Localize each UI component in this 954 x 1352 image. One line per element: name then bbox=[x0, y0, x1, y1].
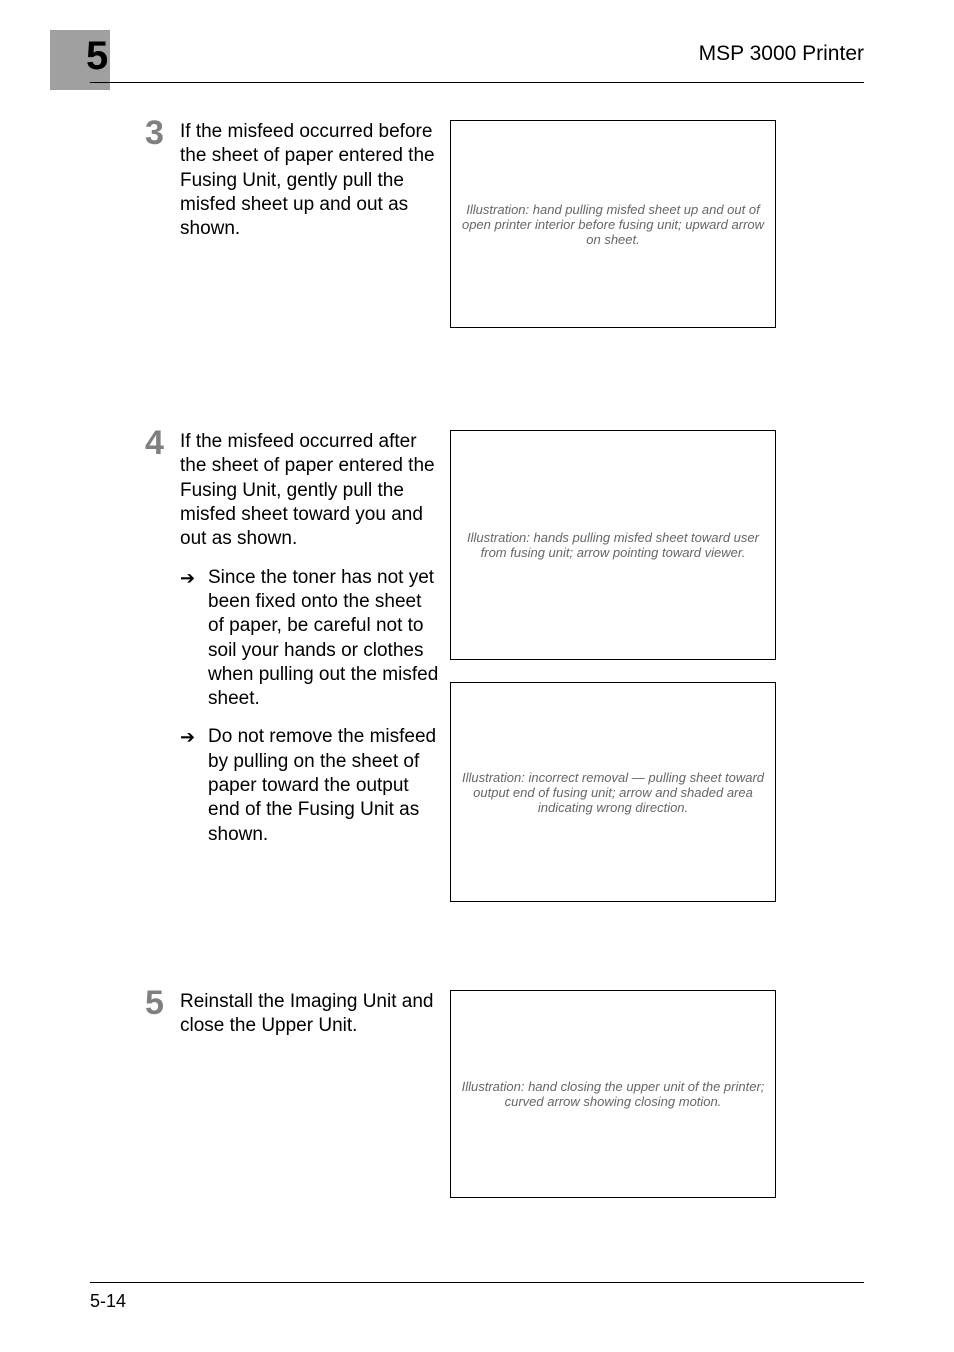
bullet-text: Since the toner has not yet been fixed o… bbox=[208, 567, 438, 710]
step-figures: Illustration: hands pulling misfed sheet… bbox=[450, 430, 776, 924]
step-figures: Illustration: hand closing the upper uni… bbox=[450, 990, 776, 1220]
figure: Illustration: hand pulling misfed sheet … bbox=[450, 120, 776, 328]
figure: Illustration: hand closing the upper uni… bbox=[450, 990, 776, 1198]
step-number: 5 bbox=[145, 984, 164, 1023]
bullet-text: Do not remove the misfeed by pulling on … bbox=[208, 726, 436, 844]
header-rule bbox=[90, 82, 864, 83]
bullet-item: Do not remove the misfeed by pulling on … bbox=[180, 725, 440, 847]
figure-alt: Illustration: hands pulling misfed sheet… bbox=[451, 522, 775, 568]
page: 5 MSP 3000 Printer 3 If the misfeed occu… bbox=[0, 0, 954, 1352]
step-paragraph: If the misfeed occurred before the sheet… bbox=[180, 120, 440, 242]
step-body: Reinstall the Imaging Unit and close the… bbox=[180, 990, 440, 1039]
step-number: 3 bbox=[145, 114, 164, 153]
bullet-item: Since the toner has not yet been fixed o… bbox=[180, 566, 440, 712]
page-header: 5 MSP 3000 Printer bbox=[90, 30, 864, 100]
step-number: 4 bbox=[145, 424, 164, 463]
content: 3 If the misfeed occurred before the she… bbox=[90, 120, 864, 1220]
step-3: 3 If the misfeed occurred before the she… bbox=[90, 120, 864, 380]
step-4: 4 If the misfeed occurred after the shee… bbox=[90, 430, 864, 940]
figure: Illustration: incorrect removal — pullin… bbox=[450, 682, 776, 902]
page-number: 5-14 bbox=[90, 1291, 864, 1312]
step-body: If the misfeed occurred before the sheet… bbox=[180, 120, 440, 242]
step-paragraph: Reinstall the Imaging Unit and close the… bbox=[180, 990, 440, 1039]
footer-rule bbox=[90, 1282, 864, 1283]
step-body: If the misfeed occurred after the sheet … bbox=[180, 430, 440, 847]
step-5: 5 Reinstall the Imaging Unit and close t… bbox=[90, 990, 864, 1220]
step-paragraph: If the misfeed occurred after the sheet … bbox=[180, 430, 440, 552]
step-figures: Illustration: hand pulling misfed sheet … bbox=[450, 120, 776, 350]
page-footer: 5-14 bbox=[90, 1282, 864, 1312]
header-title: MSP 3000 Printer bbox=[699, 42, 864, 66]
figure-alt: Illustration: hand pulling misfed sheet … bbox=[451, 194, 775, 255]
chapter-number: 5 bbox=[86, 34, 108, 79]
figure-alt: Illustration: hand closing the upper uni… bbox=[451, 1071, 775, 1117]
figure-alt: Illustration: incorrect removal — pullin… bbox=[451, 762, 775, 823]
figure: Illustration: hands pulling misfed sheet… bbox=[450, 430, 776, 660]
